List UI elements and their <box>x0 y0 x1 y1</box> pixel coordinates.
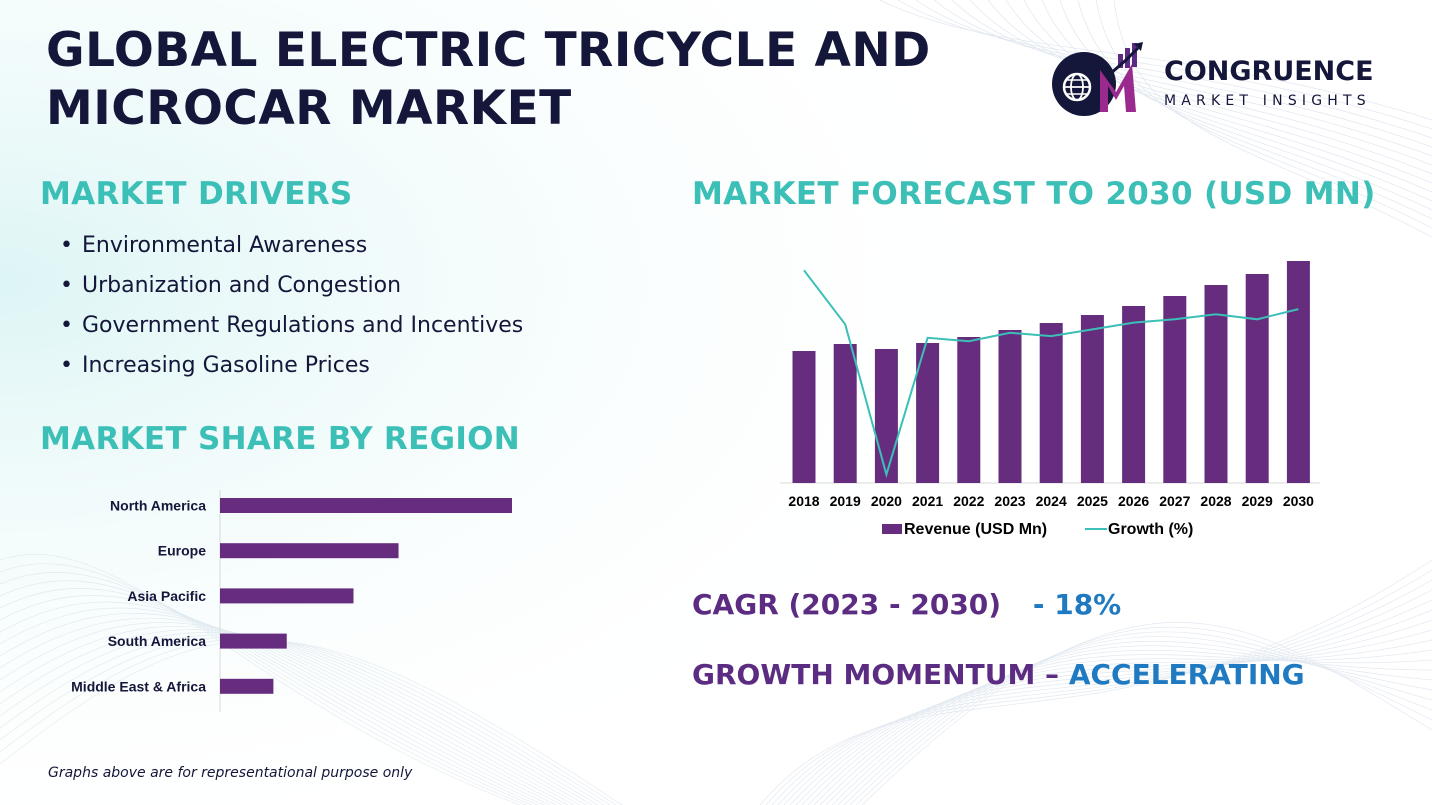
revenue-bar <box>1286 261 1310 483</box>
year-tick-label: 2021 <box>912 493 943 509</box>
region-bar <box>220 543 399 559</box>
year-tick-label: 2018 <box>788 493 819 509</box>
year-tick-label: 2022 <box>953 493 984 509</box>
revenue-bar <box>792 351 816 483</box>
logo-tagline: MARKET INSIGHTS <box>1164 93 1371 109</box>
driver-label: Increasing Gasoline Prices <box>82 353 370 378</box>
revenue-bar <box>957 337 981 483</box>
growth-momentum-statement: GROWTH MOMENTUM – ACCELERATING <box>692 658 1305 691</box>
year-tick-label: 2026 <box>1118 493 1149 509</box>
region-bar <box>220 678 274 694</box>
page-title-line-1: GLOBAL ELECTRIC TRICYCLE AND <box>46 23 931 78</box>
cagr-value: - 18% <box>1032 588 1122 621</box>
year-tick-label: 2020 <box>871 493 902 509</box>
driver-item: • Government Regulations and Incentives <box>60 310 523 350</box>
region-label: North America <box>110 498 206 514</box>
revenue-bar <box>1122 306 1146 483</box>
region-label: Europe <box>158 543 206 559</box>
region-label: South America <box>108 633 206 649</box>
region-label: Asia Pacific <box>127 588 206 604</box>
revenue-bar <box>1039 323 1063 483</box>
driver-item: • Urbanization and Congestion <box>60 270 523 310</box>
momentum-value: ACCELERATING <box>1068 658 1305 691</box>
legend-revenue-label: Revenue (USD Mn) <box>904 521 1047 538</box>
bullet-icon: • <box>60 273 73 298</box>
year-tick-label: 2027 <box>1159 493 1190 509</box>
bullet-icon: • <box>60 313 73 338</box>
page-title-line-2: MICROCAR MARKET <box>46 81 572 136</box>
year-tick-label: 2024 <box>1036 493 1067 509</box>
logo-mark-icon <box>1052 42 1143 116</box>
market-share-region-heading: MARKET SHARE BY REGION <box>40 421 521 457</box>
logo-company-name: CONGRUENCE <box>1164 56 1374 87</box>
region-label: Middle East & Africa <box>71 678 206 694</box>
region-bar <box>220 633 287 649</box>
revenue-bar <box>916 343 940 483</box>
momentum-label: GROWTH MOMENTUM – <box>692 658 1060 691</box>
page-title: GLOBAL ELECTRIC TRICYCLE AND MICROCAR MA… <box>46 22 1006 138</box>
cagr-label: CAGR (2023 - 2030) <box>692 588 1002 621</box>
bullet-icon: • <box>60 233 73 258</box>
driver-label: Government Regulations and Incentives <box>82 313 524 338</box>
revenue-bar <box>833 344 857 483</box>
year-tick-label: 2030 <box>1283 493 1314 509</box>
region-bar-chart: North America Europe Asia Pacific South Ame… <box>71 490 512 712</box>
year-tick-label: 2029 <box>1242 493 1273 509</box>
bullet-icon: • <box>60 353 73 378</box>
year-tick-label: 2028 <box>1200 493 1231 509</box>
driver-label: Urbanization and Congestion <box>82 273 402 298</box>
revenue-bar <box>1204 285 1228 483</box>
cagr-statement: CAGR (2023 - 2030) - 18% <box>692 588 1121 621</box>
market-forecast-heading: MARKET FORECAST TO 2030 (USD MN) <box>692 176 1376 212</box>
region-bar <box>220 588 354 604</box>
market-drivers-list: • Environmental Awareness • Urbanization a… <box>60 230 523 390</box>
year-tick-label: 2025 <box>1077 493 1108 509</box>
revenue-bar <box>998 330 1022 483</box>
driver-item: • Increasing Gasoline Prices <box>60 350 523 390</box>
year-tick-label: 2019 <box>830 493 861 509</box>
footnote: Graphs above are for representational pu… <box>48 765 413 781</box>
market-drivers-heading: MARKET DRIVERS <box>40 176 353 212</box>
revenue-bar <box>1163 296 1187 483</box>
revenue-bar <box>1080 315 1104 483</box>
region-bar <box>220 498 512 513</box>
driver-label: Environmental Awareness <box>82 233 368 258</box>
legend-revenue-swatch <box>882 524 902 534</box>
growth-line <box>803 269 1299 479</box>
driver-item: • Environmental Awareness <box>60 230 523 270</box>
year-tick-label: 2023 <box>994 493 1025 509</box>
legend-growth-label: Growth (%) <box>1108 521 1193 538</box>
company-logo: CONGRUENCE MARKET INSIGHTS <box>1046 40 1396 120</box>
forecast-combo-chart: 2018 2019 2020 2021 2022 2023 2024 2025 2026 2027… <box>780 261 1320 538</box>
revenue-bar <box>874 349 898 483</box>
revenue-bar <box>1245 274 1269 483</box>
